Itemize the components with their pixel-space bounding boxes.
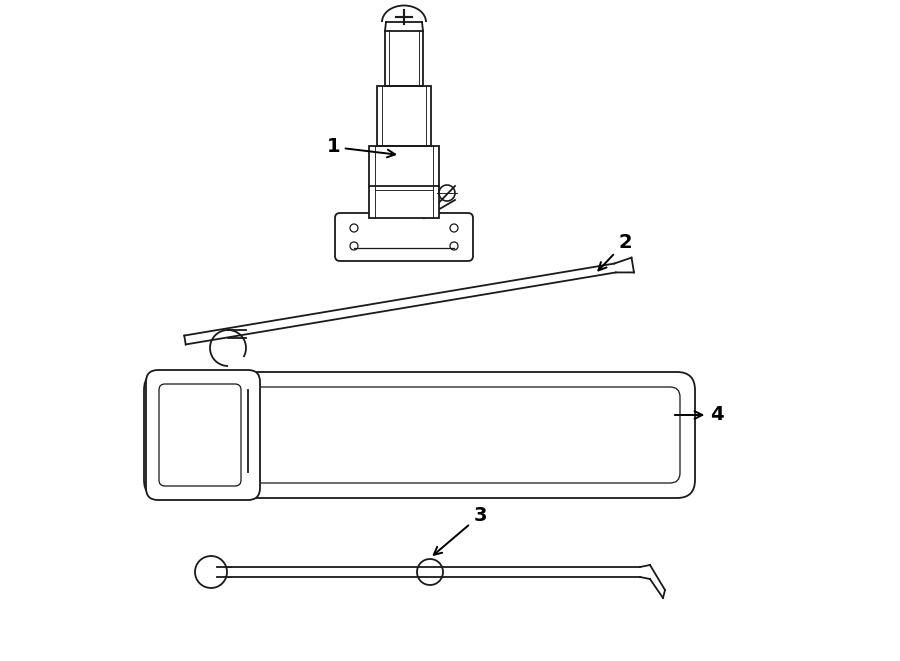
Text: 3: 3 xyxy=(434,506,487,555)
FancyBboxPatch shape xyxy=(159,384,241,486)
Bar xyxy=(385,31,423,86)
Text: 2: 2 xyxy=(598,233,632,270)
FancyBboxPatch shape xyxy=(146,370,260,500)
Text: 1: 1 xyxy=(327,137,395,157)
FancyBboxPatch shape xyxy=(144,372,695,498)
FancyBboxPatch shape xyxy=(160,387,680,483)
Bar xyxy=(369,146,439,218)
Bar xyxy=(377,86,431,146)
Text: 4: 4 xyxy=(675,405,724,424)
FancyBboxPatch shape xyxy=(335,213,473,261)
